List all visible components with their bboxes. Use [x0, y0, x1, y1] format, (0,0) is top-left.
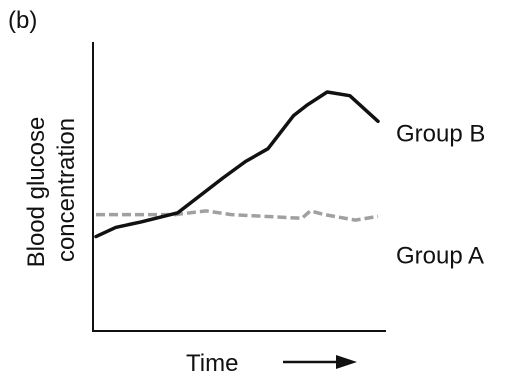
- legend-label-group-a: Group A: [396, 242, 484, 269]
- series-layer: [94, 90, 380, 239]
- series-line-group-b: [94, 90, 380, 239]
- legend: Group B Group A: [396, 120, 485, 269]
- y-axis-title-line-1: Blood glucose: [23, 117, 50, 268]
- x-axis-title: Time: [186, 350, 238, 377]
- panel-label: (b): [8, 7, 37, 34]
- x-axis-arrow: [283, 355, 357, 369]
- x-axis-arrow-head: [336, 355, 357, 369]
- legend-label-group-b: Group B: [396, 120, 485, 147]
- y-axis-title: Blood glucose concentration: [23, 117, 80, 268]
- series-line-group-a: [96, 209, 379, 222]
- y-axis-title-line-2: concentration: [53, 118, 80, 262]
